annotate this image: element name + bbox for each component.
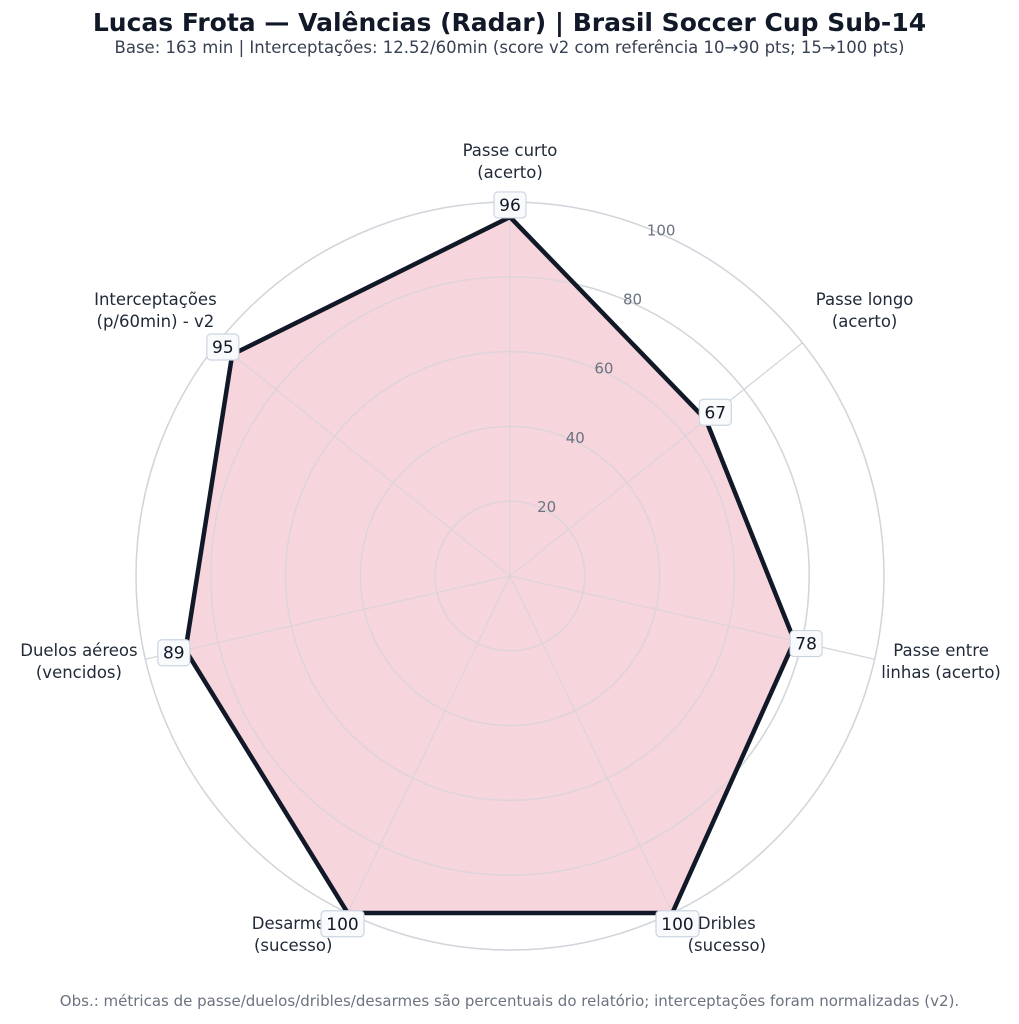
chart-title: Lucas Frota — Valências (Radar) | Brasil… <box>92 8 927 37</box>
grid-spoke-overlay <box>509 575 673 914</box>
value-labels: 96 67 78 100 100 89 95 <box>157 191 823 938</box>
radar-outline <box>183 214 797 916</box>
axis-label: Passe entre linhas (acerto) <box>881 641 1001 682</box>
grid-spoke-overlay <box>217 342 511 577</box>
axis-label: Interceptações (p/60min) - v2 <box>94 290 217 331</box>
value-label: 78 <box>789 629 823 658</box>
value-label: 100 <box>655 910 700 938</box>
svg-text:100: 100 <box>661 915 693 935</box>
axis-label: Duelos aéreos (vencidos) <box>20 641 137 682</box>
svg-text:89: 89 <box>163 644 185 664</box>
svg-text:96: 96 <box>499 196 521 216</box>
svg-text:100: 100 <box>326 915 358 935</box>
value-label: 67 <box>698 398 732 426</box>
grid-spoke-overlay <box>509 342 803 577</box>
axis-labels: Passe curto (acerto) Passe longo (acerto) Pa… <box>20 141 1001 955</box>
axis-label: Dribles (sucesso) <box>688 914 766 955</box>
footnote: Obs.: métricas de passe/duelos/dribles/d… <box>59 992 960 1010</box>
value-label: 96 <box>493 191 527 219</box>
grid-spoke-overlay <box>145 575 511 660</box>
axis-label: Desarmes (sucesso) <box>252 914 335 955</box>
radial-tick-label: 100 <box>647 221 676 239</box>
radar-series <box>135 201 885 951</box>
radial-tick-label: 20 <box>537 498 556 516</box>
axis-label: Passe longo (acerto) <box>816 290 914 331</box>
grid-spoke-overlay <box>347 575 511 914</box>
svg-text:67: 67 <box>704 403 726 423</box>
radar-fill <box>185 217 795 913</box>
svg-text:78: 78 <box>795 635 817 655</box>
svg-text:95: 95 <box>212 338 234 358</box>
axis-label: Passe curto (acerto) <box>463 141 558 182</box>
value-label: 95 <box>206 333 240 361</box>
radial-tick-labels: 20 40 60 80 100 <box>537 221 675 515</box>
radial-tick-label: 60 <box>594 360 613 378</box>
radial-tick-label: 40 <box>566 429 585 447</box>
value-label: 100 <box>320 910 365 938</box>
chart-subtitle: Base: 163 min | Interceptações: 12.52/60… <box>114 38 905 57</box>
radial-tick-label: 80 <box>623 291 642 309</box>
value-label: 89 <box>157 639 191 667</box>
